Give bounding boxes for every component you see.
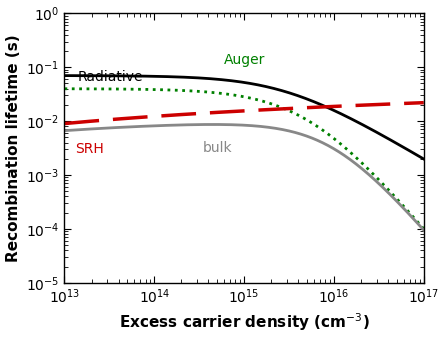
Text: SRH: SRH	[75, 142, 103, 156]
Text: Auger: Auger	[224, 53, 266, 67]
Text: bulk: bulk	[203, 141, 233, 155]
Text: Radiative: Radiative	[77, 70, 143, 84]
X-axis label: Excess carrier density (cm$^{-3}$): Excess carrier density (cm$^{-3}$)	[119, 312, 369, 334]
Y-axis label: Recombination lifetime (s): Recombination lifetime (s)	[5, 34, 20, 262]
